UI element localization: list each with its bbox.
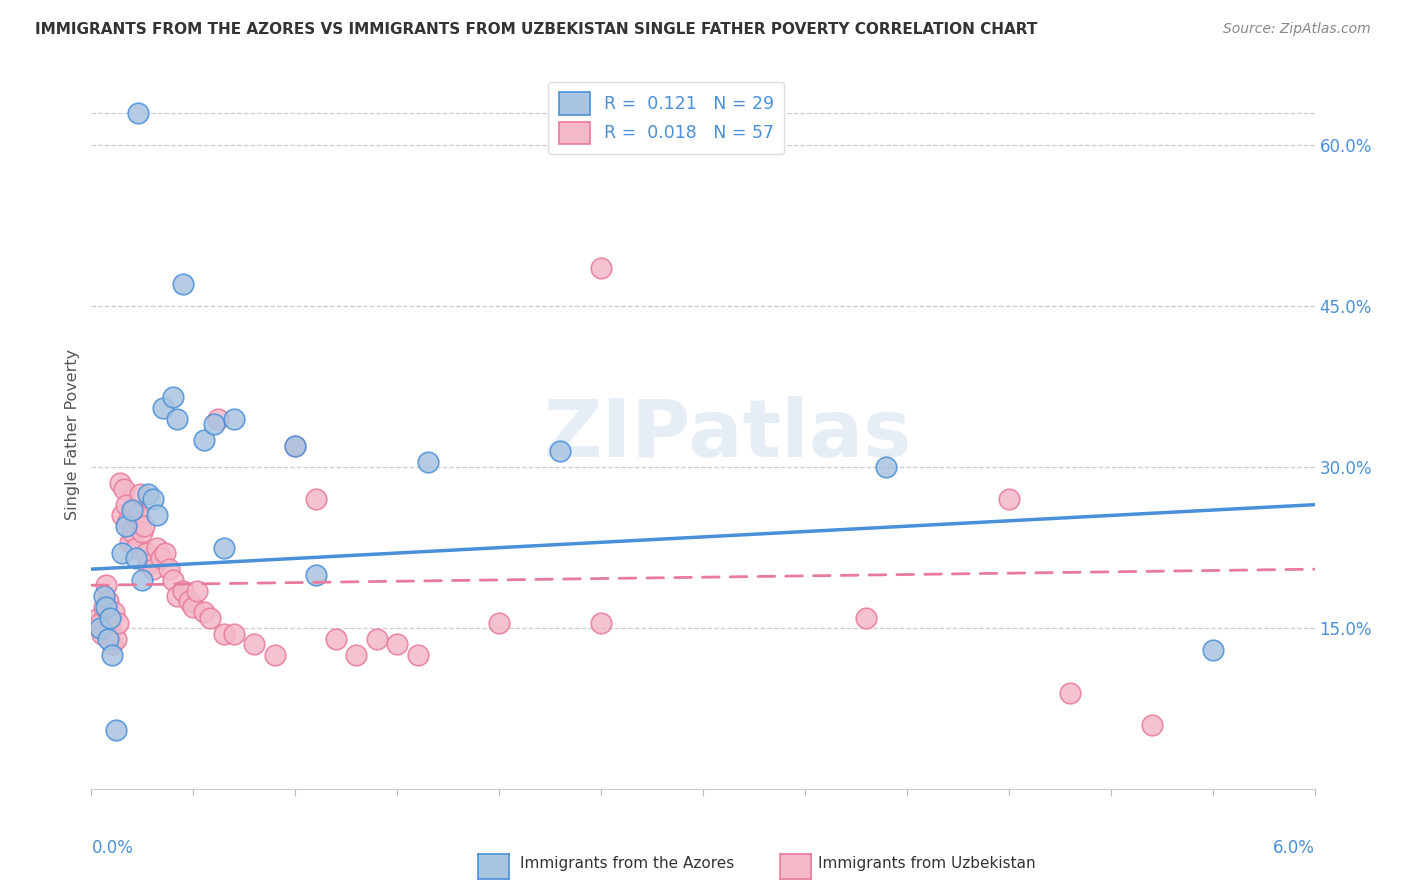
Point [129,487,152,501]
Point [385,637,409,651]
Point [138,487,160,501]
Point [591,261,613,276]
Point [97,594,120,608]
Point [183,599,205,614]
Point [855,610,877,624]
Point [325,632,347,646]
Point [121,503,143,517]
Point [125,541,148,555]
Y-axis label: Single Father Poverty: Single Father Poverty [65,350,80,520]
Point [89,615,111,630]
Point [1059,686,1081,700]
Point [305,567,328,582]
Point [1202,642,1225,657]
Point [122,503,145,517]
Point [198,610,221,624]
Point [284,439,307,453]
Point [305,492,328,507]
Point [591,615,613,630]
Point [103,605,125,619]
Point [202,417,225,431]
Point [98,610,121,624]
Point [98,621,121,635]
Point [86,610,108,624]
Point [97,632,120,646]
Point [138,557,160,571]
Point [222,626,246,640]
Point [153,546,176,560]
Point [162,390,184,404]
Text: Immigrants from Uzbekistan: Immigrants from Uzbekistan [818,856,1036,871]
Point [131,573,153,587]
Point [94,578,117,592]
Point [117,514,139,528]
Point [93,599,115,614]
Point [166,411,188,425]
Point [104,723,127,738]
Point [998,492,1021,507]
Point [101,637,124,651]
Point [127,105,149,120]
Point [193,605,215,619]
Point [212,541,235,555]
Point [149,551,172,566]
Point [94,599,117,614]
Text: Source: ZipAtlas.com: Source: ZipAtlas.com [1223,22,1371,37]
Point [141,562,163,576]
Text: IMMIGRANTS FROM THE AZORES VS IMMIGRANTS FROM UZBEKISTAN SINGLE FATHER POVERTY C: IMMIGRANTS FROM THE AZORES VS IMMIGRANTS… [35,22,1038,37]
Point [1140,718,1163,732]
Point [125,551,148,566]
Point [107,615,129,630]
Point [111,508,134,523]
Point [145,541,167,555]
Point [111,546,134,560]
Point [166,589,188,603]
Point [222,411,246,425]
Legend: R =  0.121   N = 29, R =  0.018   N = 57: R = 0.121 N = 29, R = 0.018 N = 57 [548,82,785,154]
Point [115,519,138,533]
Point [264,648,287,662]
Point [120,535,142,549]
Point [212,626,235,640]
Point [141,492,163,507]
Text: 0.0%: 0.0% [91,839,134,857]
Point [548,444,571,458]
Point [172,583,194,598]
Point [416,455,439,469]
Point [162,573,184,587]
Point [115,498,138,512]
Point [193,434,215,448]
Point [89,621,111,635]
Point [135,546,157,560]
Point [172,277,194,292]
Point [131,524,153,539]
Point [93,589,115,603]
Point [127,508,149,523]
Point [145,508,167,523]
Point [366,632,388,646]
Point [488,615,510,630]
Point [90,626,112,640]
Point [108,476,131,491]
Point [346,648,368,662]
Text: ZIPatlas: ZIPatlas [543,396,911,474]
Point [406,648,429,662]
Point [152,401,174,415]
Point [134,519,156,533]
Point [112,482,135,496]
Point [104,632,127,646]
Point [875,460,897,475]
Point [157,562,180,576]
Point [121,524,143,539]
Point [101,648,124,662]
Text: Immigrants from the Azores: Immigrants from the Azores [520,856,734,871]
Point [284,439,307,453]
Point [243,637,266,651]
Point [186,583,208,598]
Point [179,594,201,608]
Text: 6.0%: 6.0% [1272,839,1315,857]
Point [207,411,229,425]
